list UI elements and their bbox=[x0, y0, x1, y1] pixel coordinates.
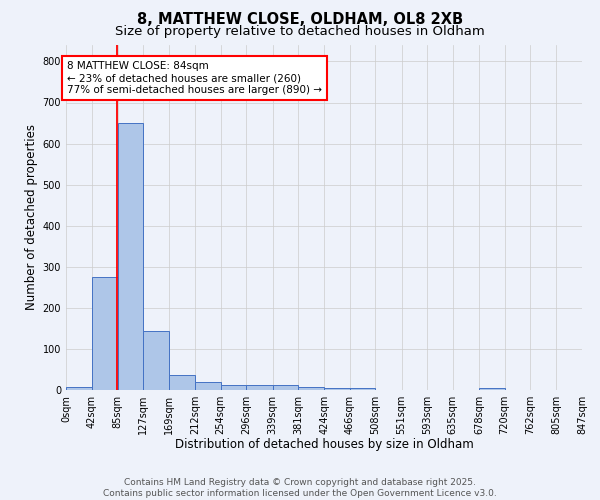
Bar bbox=[272, 384, 298, 390]
Bar bbox=[221, 384, 247, 390]
Bar bbox=[247, 385, 272, 390]
Bar bbox=[92, 277, 118, 390]
Bar bbox=[143, 332, 169, 390]
Bar bbox=[298, 387, 325, 390]
Bar bbox=[325, 388, 350, 390]
Y-axis label: Number of detached properties: Number of detached properties bbox=[25, 124, 38, 310]
Text: 8 MATTHEW CLOSE: 84sqm
← 23% of detached houses are smaller (260)
77% of semi-de: 8 MATTHEW CLOSE: 84sqm ← 23% of detached… bbox=[67, 62, 322, 94]
Bar bbox=[169, 375, 195, 390]
Bar bbox=[66, 386, 92, 390]
Bar bbox=[350, 388, 376, 390]
Text: Size of property relative to detached houses in Oldham: Size of property relative to detached ho… bbox=[115, 25, 485, 38]
Bar bbox=[479, 388, 505, 390]
Bar bbox=[195, 382, 221, 390]
Text: 8, MATTHEW CLOSE, OLDHAM, OL8 2XB: 8, MATTHEW CLOSE, OLDHAM, OL8 2XB bbox=[137, 12, 463, 28]
Text: Contains HM Land Registry data © Crown copyright and database right 2025.
Contai: Contains HM Land Registry data © Crown c… bbox=[103, 478, 497, 498]
X-axis label: Distribution of detached houses by size in Oldham: Distribution of detached houses by size … bbox=[175, 438, 473, 452]
Bar bbox=[118, 123, 143, 390]
